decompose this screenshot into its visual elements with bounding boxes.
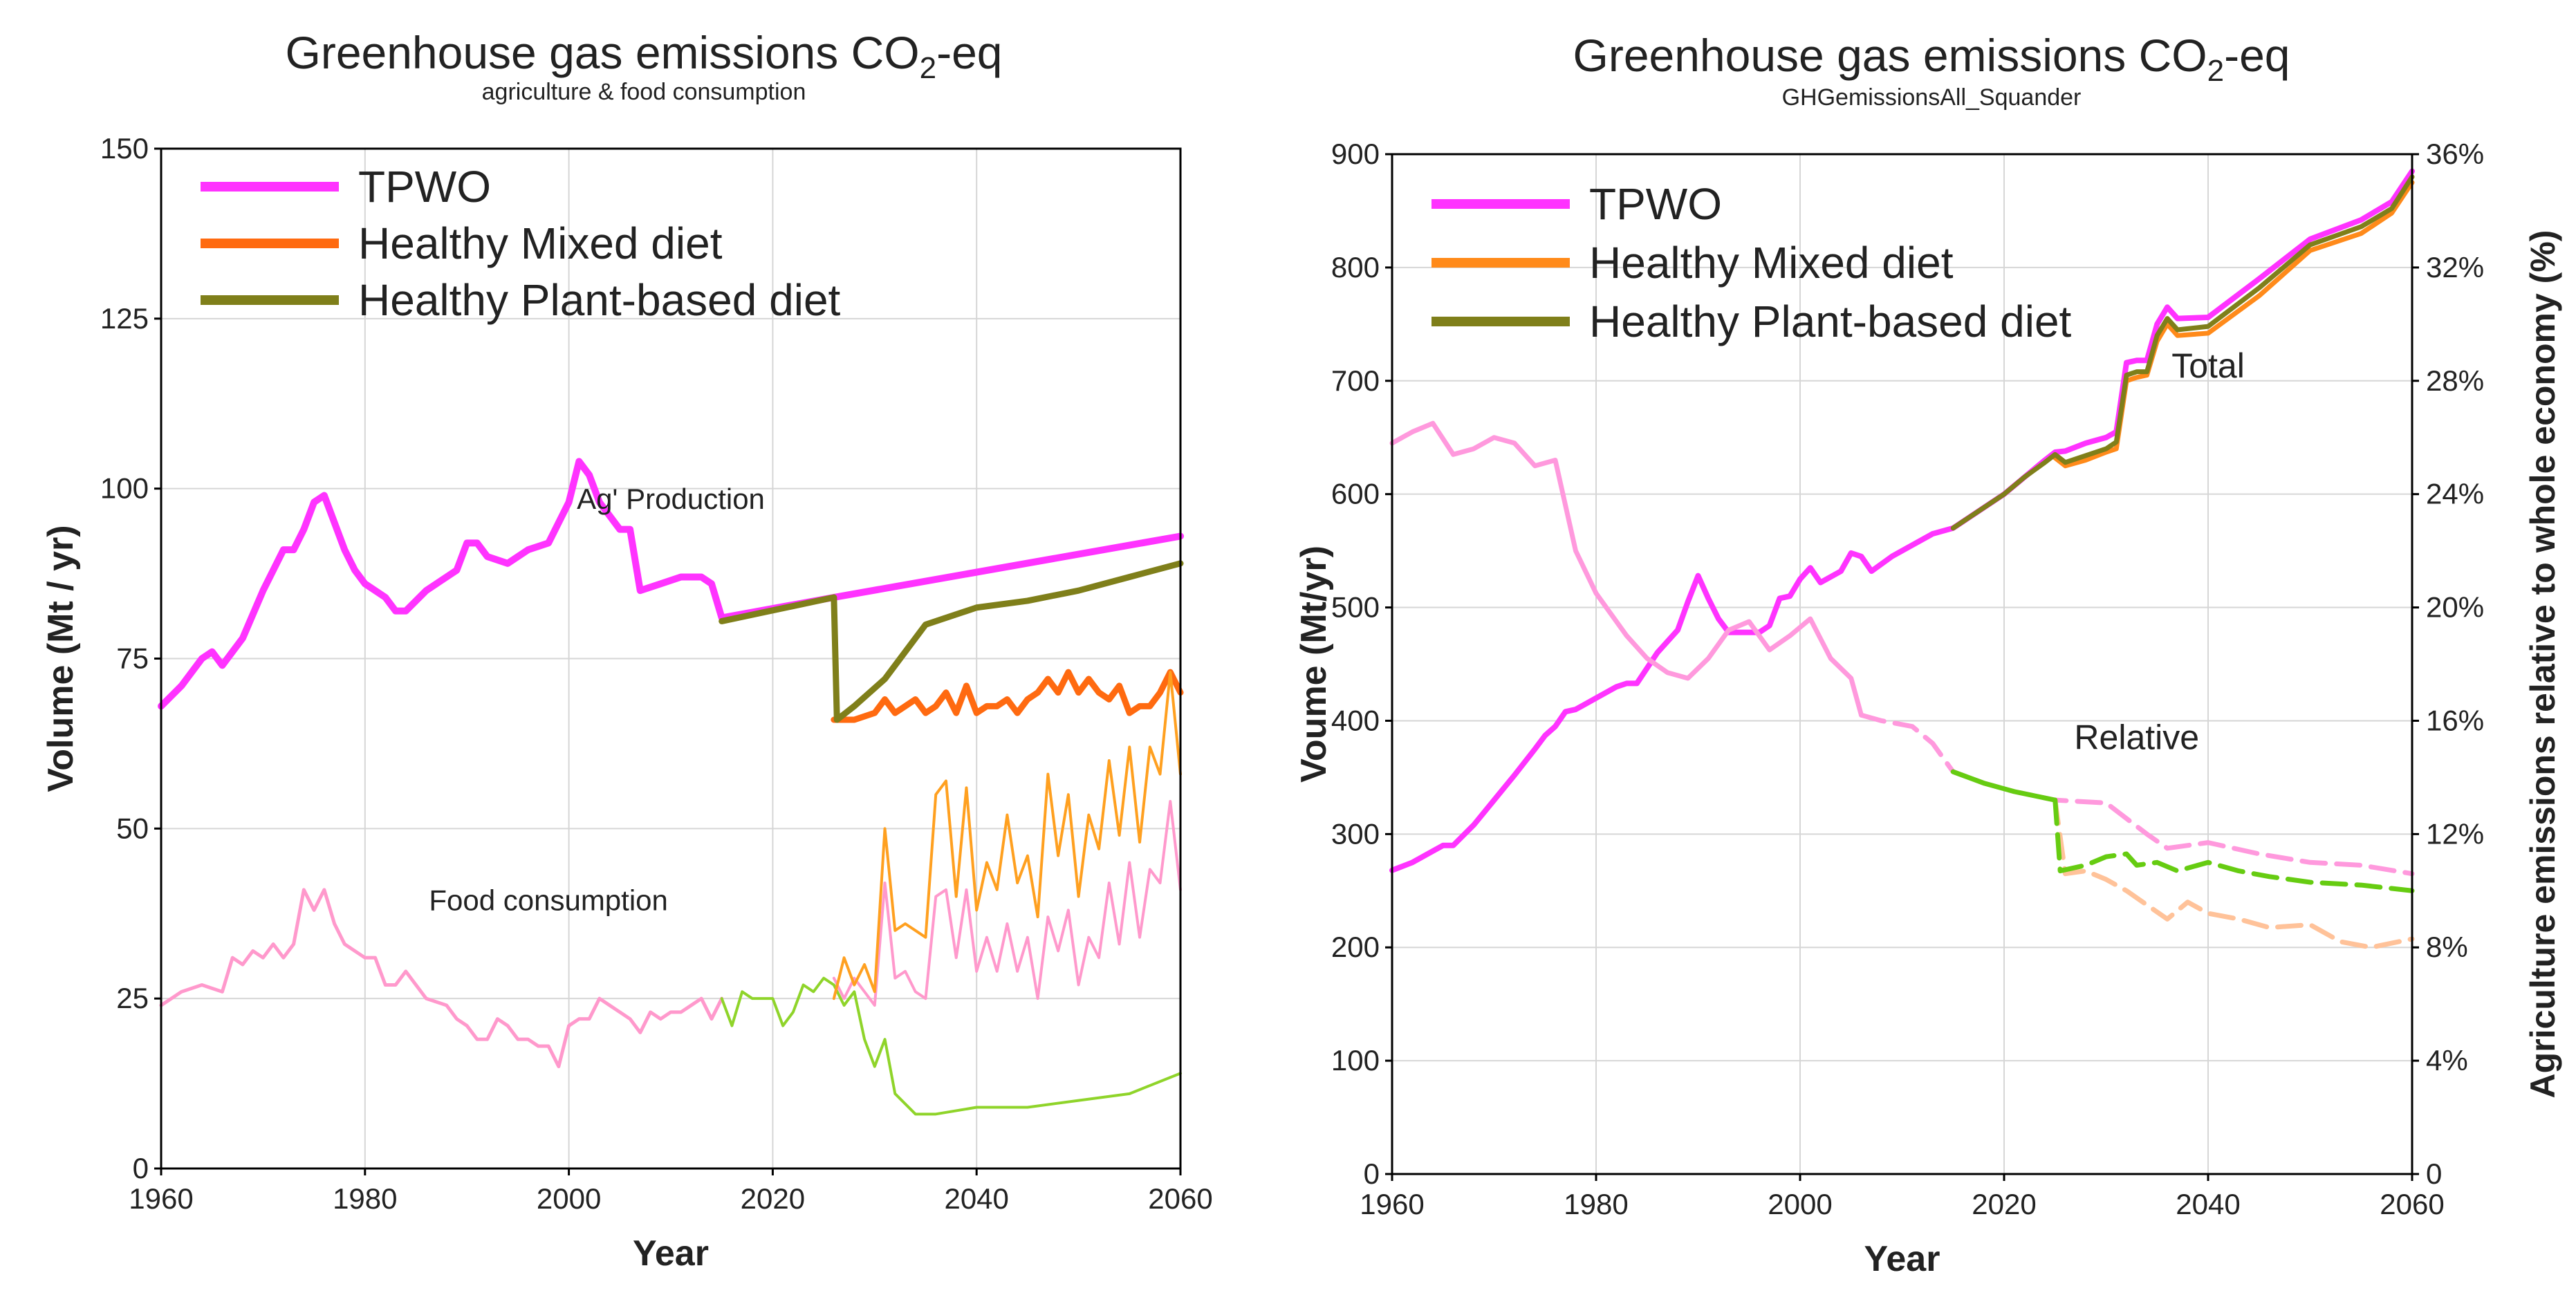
- series-line: [1950, 769, 2058, 803]
- y-tick-label: 0: [133, 1152, 149, 1184]
- chart-subtitle: agriculture & food consumption: [481, 79, 806, 105]
- y-tick-label: 25: [116, 982, 149, 1014]
- left-chart-panel: Greenhouse gas emissions CO2-eq agricult…: [41, 27, 1213, 1274]
- series-line-dashed: [1859, 712, 2415, 877]
- chart-title: Greenhouse gas emissions CO2-eq: [285, 27, 1003, 86]
- y-tick-label: 200: [1331, 931, 1380, 963]
- series-line: [2053, 180, 2415, 469]
- annotation-label: Relative: [2074, 718, 2199, 756]
- series-line: [159, 888, 724, 1068]
- series-line: [831, 669, 1184, 723]
- x-axis-label: Year: [1864, 1239, 1940, 1279]
- series-line: [1950, 174, 2415, 531]
- series-group: [158, 458, 1184, 1116]
- y-tick-label: 125: [100, 302, 149, 335]
- series-line: [832, 671, 1182, 1000]
- x-tick-label: 1960: [129, 1182, 193, 1215]
- x-tick-label: 2040: [944, 1182, 1008, 1215]
- x-tick-label: 2060: [2380, 1188, 2444, 1220]
- legend-label: Healthy Plant-based diet: [1589, 297, 2072, 346]
- right-chart-panel: Greenhouse gas emissions CO2-eq GHGemiss…: [1288, 0, 2575, 1313]
- chart-subtitle: GHGemissionsAll_Squander: [1781, 84, 2082, 111]
- y-tick-label: 600: [1331, 478, 1380, 510]
- series-line: [1389, 168, 2415, 873]
- y-axis-label: Volume (Mt / yr): [41, 525, 81, 792]
- y2-tick-label: 16%: [2426, 704, 2484, 736]
- legend: TPWO Healthy Mixed diet Healthy Plant-base…: [1431, 179, 2072, 346]
- y2-tick-label: 8%: [2426, 931, 2468, 963]
- y-tick-label: 0: [1364, 1157, 1380, 1190]
- plot-frame: [1391, 153, 2413, 1175]
- x-tick-label: 2060: [1148, 1182, 1212, 1215]
- legend-label: TPWO: [1589, 179, 1722, 229]
- x-tick-label: 1960: [1360, 1188, 1424, 1220]
- y2-tick-label: 36%: [2426, 138, 2484, 170]
- legend-label: Healthy Plant-based diet: [358, 275, 841, 325]
- series-line: [719, 560, 1184, 723]
- legend-label: TPWO: [358, 162, 491, 212]
- series-line: [832, 800, 1182, 1007]
- y-tick-label: 150: [100, 132, 149, 165]
- legend-label: Healthy Mixed diet: [358, 218, 723, 268]
- y2-tick-label: 28%: [2426, 364, 2484, 397]
- y-tick-label: 100: [100, 472, 149, 505]
- x-tick-label: 1980: [333, 1182, 397, 1215]
- y-tick-label: 300: [1331, 817, 1380, 850]
- y-axis-label: Voume (Mt/yr): [1294, 546, 1334, 783]
- y-tick-label: 100: [1331, 1044, 1380, 1077]
- y-tick-label: 400: [1331, 704, 1380, 736]
- y2-tick-label: 4%: [2426, 1044, 2468, 1077]
- right-chart-svg: 1960 1980 2000 2020 2040 20600100200300400500…: [1294, 138, 2562, 1279]
- legend: TPWO Healthy Mixed diet Healthy Plant-base…: [201, 162, 841, 325]
- chart-title: Greenhouse gas emissions CO2-eq: [1573, 30, 2290, 89]
- y2-tick-label: 24%: [2426, 478, 2484, 510]
- y-tick-label: 900: [1331, 138, 1380, 170]
- series-line: [720, 976, 1182, 1116]
- y-tick-label: 50: [116, 812, 149, 844]
- series-line: [1389, 420, 1864, 718]
- left-chart-svg: 1960 1980 2000 2020 2040 2060 0 25 50 75 100 125 150…: [41, 132, 1213, 1274]
- series-line-dashed: [2053, 797, 2415, 893]
- series-group: [1389, 168, 2415, 950]
- y-tick-label: 800: [1331, 251, 1380, 283]
- x-axis-label: Year: [633, 1233, 709, 1274]
- y2-tick-label: 12%: [2426, 817, 2484, 850]
- y2-tick-label: 32%: [2426, 251, 2484, 283]
- y2-tick-label: 0: [2426, 1157, 2442, 1190]
- x-tick-label: 2040: [2176, 1188, 2240, 1220]
- annotation-label: Food consumption: [429, 884, 668, 916]
- y-tick-label: 500: [1331, 591, 1380, 624]
- series-line-dashed: [2053, 797, 2415, 950]
- annotation-label: Ag' Production: [577, 483, 765, 515]
- x-tick-label: 2020: [741, 1182, 805, 1215]
- y-tick-label: 75: [116, 642, 149, 675]
- y-tick-label: 700: [1331, 364, 1380, 397]
- x-tick-label: 2000: [1768, 1188, 1832, 1220]
- y2-axis-label: Agriculture emissions relative to whole …: [2523, 230, 2562, 1099]
- legend-label: Healthy Mixed diet: [1589, 238, 1954, 288]
- series-line: [158, 458, 1184, 710]
- annotation-label: Total: [2171, 346, 2245, 385]
- x-tick-label: 1980: [1564, 1188, 1628, 1220]
- x-tick-label: 2020: [1972, 1188, 2036, 1220]
- y2-tick-label: 20%: [2426, 591, 2484, 624]
- x-tick-label: 2000: [537, 1182, 601, 1215]
